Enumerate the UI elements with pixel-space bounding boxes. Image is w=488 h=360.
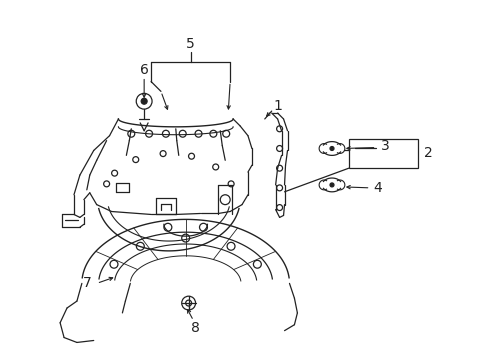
Bar (348, 139, 417, 168)
Text: 7: 7 (82, 276, 91, 291)
Circle shape (329, 147, 333, 150)
Text: 4: 4 (373, 181, 382, 195)
Text: 6: 6 (140, 63, 148, 77)
Circle shape (141, 98, 147, 104)
Text: 1: 1 (273, 99, 282, 113)
Text: 2: 2 (423, 147, 431, 161)
Text: 8: 8 (191, 321, 200, 335)
Circle shape (329, 183, 333, 187)
Text: 3: 3 (381, 139, 389, 153)
Text: 5: 5 (186, 37, 195, 51)
